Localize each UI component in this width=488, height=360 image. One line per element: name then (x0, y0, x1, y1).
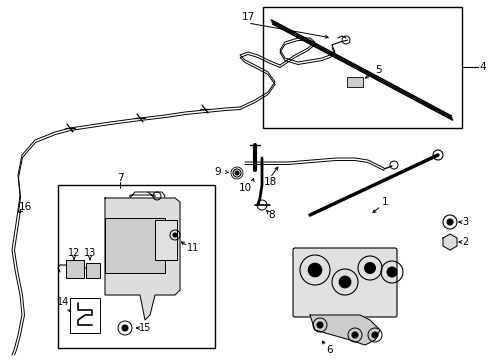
Circle shape (235, 171, 239, 175)
Bar (105, 218, 164, 273)
Bar (155, 220, 177, 260)
Text: 17: 17 (241, 12, 254, 22)
Text: 1: 1 (381, 197, 387, 207)
Bar (86, 263, 100, 278)
Text: 11: 11 (186, 243, 199, 253)
Bar (70, 298, 100, 333)
Circle shape (307, 263, 321, 277)
Circle shape (386, 267, 396, 277)
Circle shape (339, 276, 350, 288)
Text: 6: 6 (326, 345, 333, 355)
Text: 16: 16 (19, 202, 32, 212)
Text: 4: 4 (479, 62, 486, 72)
Text: 15: 15 (139, 323, 151, 333)
Text: 2: 2 (461, 237, 467, 247)
Circle shape (446, 219, 452, 225)
Bar (346, 77, 362, 87)
Text: 13: 13 (84, 248, 96, 258)
Bar (58, 185, 215, 348)
Circle shape (371, 332, 377, 338)
Text: 12: 12 (68, 248, 80, 258)
Circle shape (364, 262, 375, 273)
Circle shape (122, 325, 128, 331)
FancyBboxPatch shape (292, 248, 396, 317)
Bar (263, 7, 461, 128)
Text: 3: 3 (461, 217, 467, 227)
Circle shape (351, 332, 357, 338)
Text: 5: 5 (374, 65, 381, 75)
Text: 10: 10 (238, 183, 251, 193)
Bar (66, 260, 84, 278)
Text: 14: 14 (57, 297, 69, 307)
Text: 18: 18 (263, 177, 276, 187)
Text: 8: 8 (268, 210, 275, 220)
Text: 9: 9 (214, 167, 221, 177)
Polygon shape (442, 234, 456, 250)
Polygon shape (105, 198, 180, 320)
Polygon shape (309, 315, 379, 345)
Text: 7: 7 (117, 173, 123, 183)
Circle shape (316, 322, 323, 328)
Circle shape (173, 233, 177, 237)
